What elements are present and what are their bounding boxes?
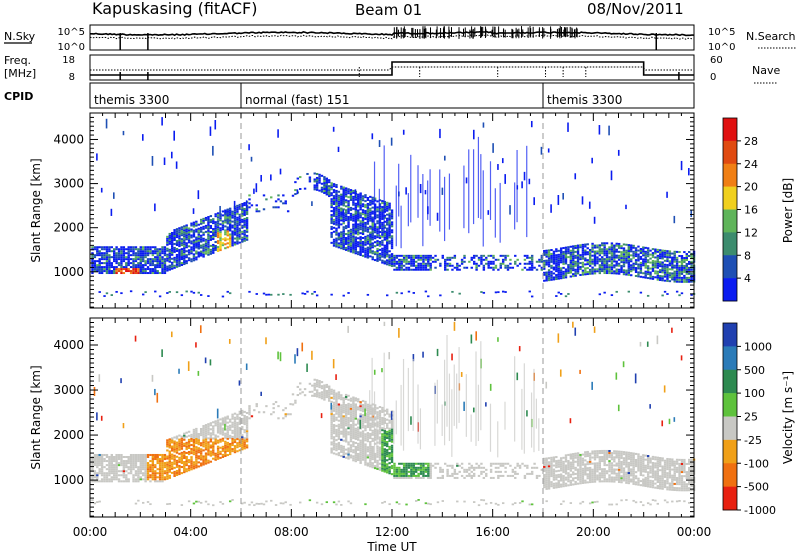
y-tick-label: 1000 [53,473,84,487]
colorbar-tick-label: -25 [744,434,762,447]
y-axis-label: Slant Range [km] [29,158,43,262]
y-tick-label: 2000 [53,428,84,442]
date-title: 08/Nov/2011 [587,0,684,18]
velocity-cells [91,321,696,507]
colorbar-swatch [723,416,737,441]
nave-label: Nave [752,64,780,77]
cpid-label: CPID [4,90,33,103]
nave-tick-bottom: 0 [710,72,716,83]
x-tick-label: 00:00 [73,525,108,539]
colorbar-swatch [723,118,737,142]
colorbar-swatch [723,463,737,487]
beam-title: Beam 01 [355,1,422,19]
y-axis-label: Slant Range [km] [29,365,43,469]
colorbar-swatch [723,186,737,210]
y-tick-label: 1000 [53,265,84,279]
nsky-label: N.Sky [4,30,36,43]
nsky-tick-1e5: 10^5 [58,27,85,38]
colorbar-tick-label: -1000 [744,504,776,517]
colorbar-tick-label: -100 [744,457,769,470]
nsky-trace [90,30,695,37]
x-tick-label: 12:00 [375,525,410,539]
colorbar-tick-label: 25 [744,411,758,424]
x-tick-label: 08:00 [274,525,309,539]
colorbar-swatch [723,140,737,165]
nsearch-tick-1e5: 10^5 [708,27,735,38]
nsky-tick-1e0: 10^0 [58,42,85,53]
colorbar-swatch [723,232,737,256]
colorbar-swatch [723,393,737,417]
colorbar-swatch [723,323,737,347]
freq-tick-bottom: 8 [69,72,75,83]
colorbar-swatch [723,163,737,187]
y-tick-label: 4000 [53,132,84,146]
cpid-segments: themis 3300 normal (fast) 151 themis 3300 [94,83,622,108]
y-tick-label: 2000 [53,221,84,235]
colorbar-tick-label: 20 [744,181,758,194]
colorbar-swatch [723,369,737,394]
colorbar-swatch [723,486,737,511]
nave-trace [90,66,694,71]
power-cells [91,117,696,298]
x-axis-label: Time UT [366,540,417,554]
station-title: Kapuskasing (fitACF) [92,0,257,18]
y-tick-label: 3000 [53,383,84,397]
colorbar-tick-label: 8 [744,249,751,262]
cpid-panel [89,82,695,109]
freq-unit-label: [MHz] [4,67,36,80]
colorbar-swatch [723,439,737,464]
y-tick-label: 3000 [53,177,84,191]
colorbar-tick-label: 500 [744,364,765,377]
colorbar-label: Power [dB] [781,178,795,243]
y-tick-label: 4000 [53,338,84,352]
x-tick-label: 20:00 [576,525,611,539]
cpid-segment-label: themis 3300 [94,93,169,107]
colorbar-swatch [723,346,737,371]
nave-tick-top: 60 [710,55,723,66]
colorbar-tick-label: 24 [744,158,758,171]
colorbar-swatch [723,209,737,233]
colorbar-label: Velocity [m s⁻¹] [781,371,795,464]
freq-tick-top: 18 [62,55,75,66]
nsky-spikes [119,26,657,50]
nsearch-tick-1e0: 10^0 [708,42,735,53]
colorbar-tick-label: 100 [744,387,765,400]
nsearch-trace [89,34,695,40]
freq-panel [89,54,695,81]
colorbar-tick-label: 12 [744,226,758,239]
colorbar-tick-label: 28 [744,135,758,148]
x-tick-label: 16:00 [475,525,510,539]
cpid-segment-label: themis 3300 [547,93,622,107]
freq-trace [90,61,694,76]
colorbar-tick-label: 1000 [744,340,772,353]
colorbar-tick-label: 16 [744,204,758,217]
power-panel: 1000 2000 3000 4000 Slant Range [km] 4 8 12 16 20… [29,112,795,309]
colorbar-tick-label: -500 [744,481,769,494]
velocity-panel: 1000 2000 3000 4000 Slant Range [km] 1000 500 1… [29,317,795,518]
x-tick-label: 04:00 [173,525,208,539]
x-tick-labels: 00:00 04:00 08:00 12:00 16:00 20:00 00:00 [73,525,712,539]
colorbar-swatch [723,278,737,302]
colorbar-swatch [723,255,737,279]
nsearch-label: N.Search [746,30,796,43]
cpid-segment-label: normal (fast) 151 [245,93,349,107]
freq-label: Freq. [4,54,31,67]
x-tick-label: 00:00 [677,525,712,539]
freq-spikes [119,67,680,80]
colorbar-tick-label: 4 [744,272,751,285]
